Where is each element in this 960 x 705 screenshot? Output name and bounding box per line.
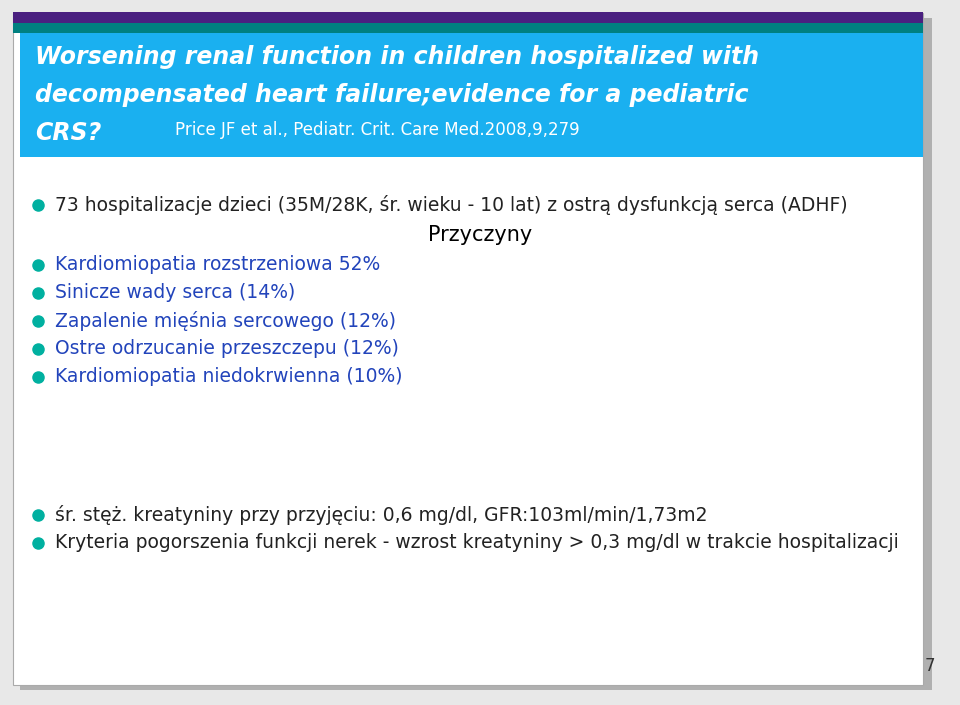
- Text: Przyczyny: Przyczyny: [428, 225, 532, 245]
- Bar: [20, 33, 923, 157]
- Text: Kryteria pogorszenia funkcji nerek - wzrost kreatyniny > 0,3 mg/dl w trakcie hos: Kryteria pogorszenia funkcji nerek - wzr…: [55, 534, 899, 553]
- Text: Sinicze wady serca (14%): Sinicze wady serca (14%): [55, 283, 296, 302]
- Text: śr. stęż. kreatyniny przy przyjęciu: 0,6 mg/dl, GFR:103ml/min/1,73m2: śr. stęż. kreatyniny przy przyjęciu: 0,6…: [55, 505, 708, 525]
- Text: Ostre odrzucanie przeszczepu (12%): Ostre odrzucanie przeszczepu (12%): [55, 340, 398, 359]
- Text: CRS?: CRS?: [35, 121, 102, 145]
- Text: Kardiomiopatia niedokrwienna (10%): Kardiomiopatia niedokrwienna (10%): [55, 367, 402, 386]
- Text: decompensated heart failure;evidence for a pediatric: decompensated heart failure;evidence for…: [35, 83, 749, 107]
- Text: Worsening renal function in children hospitalized with: Worsening renal function in children hos…: [35, 45, 759, 69]
- Text: 73 hospitalizacje dzieci (35M/28K, śr. wieku - 10 lat) z ostrą dysfunkcją serca : 73 hospitalizacje dzieci (35M/28K, śr. w…: [55, 195, 848, 215]
- Text: 7: 7: [924, 657, 935, 675]
- Bar: [13, 12, 923, 23]
- Text: Kardiomiopatia rozstrzeniowa 52%: Kardiomiopatia rozstrzeniowa 52%: [55, 255, 380, 274]
- Text: Price JF et al., Pediatr. Crit. Care Med.2008,9,279: Price JF et al., Pediatr. Crit. Care Med…: [175, 121, 580, 139]
- Text: Zapalenie mięśnia sercowego (12%): Zapalenie mięśnia sercowego (12%): [55, 311, 396, 331]
- Bar: [13, 23, 923, 33]
